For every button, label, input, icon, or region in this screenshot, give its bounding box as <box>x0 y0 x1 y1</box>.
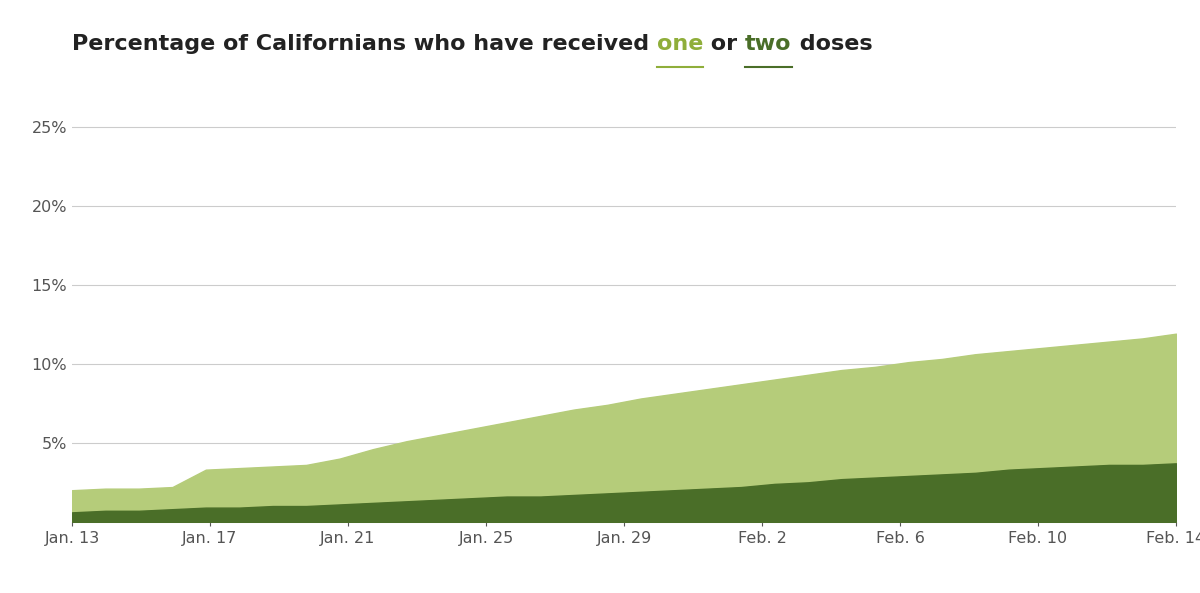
Text: one: one <box>656 34 703 55</box>
Text: two: two <box>745 34 792 55</box>
Text: or: or <box>703 34 745 55</box>
Text: doses: doses <box>792 34 872 55</box>
Text: Percentage of Californians who have received: Percentage of Californians who have rece… <box>72 34 656 55</box>
